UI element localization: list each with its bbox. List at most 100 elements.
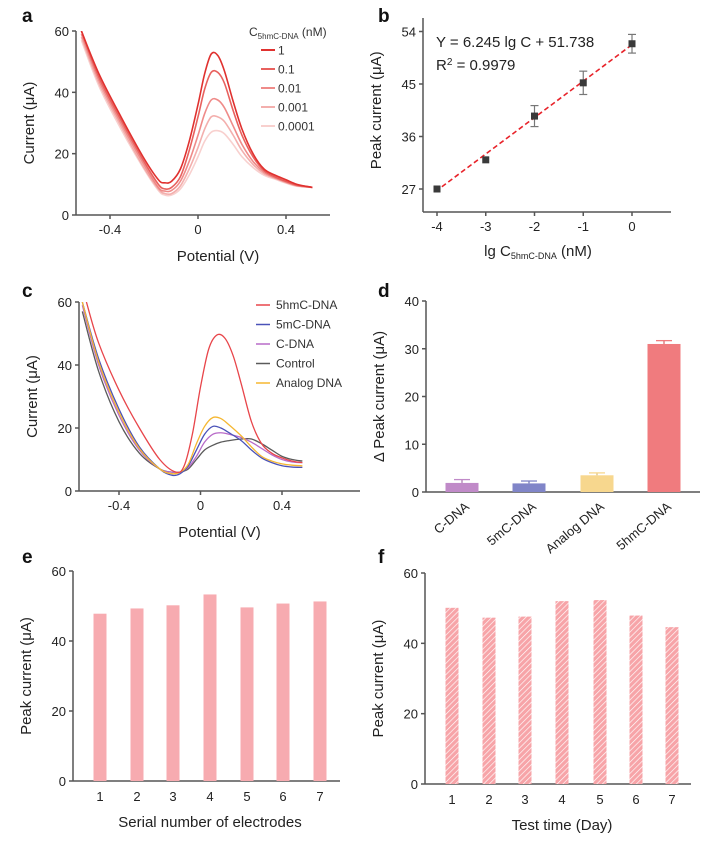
bar-6 — [276, 603, 290, 781]
y-tick-label: 0 — [62, 208, 69, 223]
x-tick-label: 5hmC-DNA — [613, 499, 674, 553]
legend-label: C-DNA — [276, 337, 314, 351]
x-axis-title: Potential (V) — [177, 248, 260, 265]
y-axis-title: Peak current (μA) — [18, 617, 35, 735]
r-squared: R2 = 0.9979 — [436, 57, 515, 74]
bar-2 — [482, 617, 496, 784]
panel-b: b 27 36 45 54 Peak current (μA) -4 -3 -2 -1 0 lg C5… — [368, 6, 671, 261]
x-tick-label: 4 — [558, 792, 565, 807]
series-line-0-1 — [80, 31, 313, 191]
r-squared-value: = 0.9979 — [452, 57, 515, 74]
y-tick-label: 40 — [404, 636, 418, 651]
y-tick-label: 20 — [58, 421, 72, 436]
x-tick-label: C-DNA — [431, 499, 472, 537]
bar-1 — [93, 613, 107, 781]
x-tick-label: 7 — [668, 792, 675, 807]
x-tick-label: 0.4 — [273, 498, 291, 513]
y-tick-label: 20 — [405, 390, 419, 405]
bar-c-dna — [445, 482, 479, 492]
legend: 5hmC-DNA 5mC-DNA C-DNA Control Analog DNA — [256, 298, 342, 390]
data-point — [531, 112, 538, 120]
legend-label: 5mC-DNA — [276, 318, 331, 332]
x-axis-title-sub: 5hmC-DNA — [511, 251, 557, 261]
legend-title-sub: 5hmC-DNA — [258, 32, 300, 41]
series-line-0-001 — [80, 36, 313, 196]
r-squared-sup: 2 — [447, 57, 453, 68]
y-axis-title: Peak current (μA) — [368, 51, 385, 169]
bar-3 — [166, 605, 180, 781]
x-tick-label: 5mC-DNA — [484, 499, 539, 549]
series-line-c-dna — [81, 304, 303, 474]
y-tick-label: 60 — [55, 24, 69, 39]
legend-label: 0.001 — [278, 101, 308, 115]
panel-d: d 0 10 20 30 40 Δ Peak current (μA) C-DNA 5mC-DN… — [371, 281, 700, 556]
series-line-1 — [80, 31, 313, 189]
bar-2 — [130, 608, 144, 781]
panel-label: d — [378, 281, 390, 302]
bar-5 — [593, 600, 607, 784]
y-axis-title: Current (μA) — [24, 355, 41, 438]
x-tick-label: 5 — [596, 792, 603, 807]
y-tick-label: 20 — [52, 704, 66, 719]
y-tick-label: 36 — [402, 130, 416, 145]
x-tick-label: -0.4 — [99, 222, 121, 237]
series-line-control — [81, 311, 303, 474]
x-tick-label: 1 — [448, 792, 455, 807]
x-tick-label: -3 — [480, 219, 492, 234]
panel-e: e 0 20 40 60 Peak current (μA) 1 2 3 4 5 6 7 Serial n… — [18, 547, 340, 831]
x-tick-label: 6 — [632, 792, 639, 807]
y-tick-label: 10 — [405, 437, 419, 452]
x-tick-label: 1 — [96, 789, 103, 804]
x-tick-label: -4 — [431, 219, 443, 234]
panel-label: c — [22, 281, 33, 302]
x-axis-title: lg C5hmC-DNA (nM) — [484, 243, 592, 261]
legend-label: Analog DNA — [276, 376, 342, 390]
y-tick-label: 20 — [55, 147, 69, 162]
legend-title-main: C — [249, 25, 258, 39]
data-point — [433, 185, 441, 193]
series-line-analog-dna — [81, 302, 303, 475]
x-axis-title-main: lg C — [484, 243, 511, 260]
x-tick-label: 3 — [169, 789, 176, 804]
bar-5hmc-dna — [647, 343, 681, 492]
panel-label: e — [22, 547, 33, 568]
y-axis-title: Peak current (μA) — [370, 620, 387, 738]
bar-7 — [313, 601, 327, 781]
x-tick-label: 5 — [243, 789, 250, 804]
panel-a: a 0 20 40 60 Current (μA) -0.4 0 0.4 Potential (V… — [21, 6, 330, 265]
x-tick-label: 0 — [194, 222, 201, 237]
x-tick-label: 6 — [279, 789, 286, 804]
legend-label: 0.01 — [278, 82, 302, 96]
y-tick-label: 40 — [405, 294, 419, 309]
y-tick-label: 20 — [404, 707, 418, 722]
y-tick-label: 40 — [55, 85, 69, 100]
y-axis-title: Δ Peak current (μA) — [371, 331, 388, 462]
bar-5 — [240, 607, 254, 781]
y-tick-label: 0 — [65, 484, 72, 499]
bar-4 — [203, 594, 217, 781]
legend-title: C5hmC-DNA (nM) — [249, 25, 327, 41]
panel-label: b — [378, 6, 390, 27]
x-tick-label: 0 — [628, 219, 635, 234]
series-line-5mc-dna — [81, 302, 303, 477]
y-tick-label: 30 — [405, 342, 419, 357]
data-point — [579, 79, 587, 87]
bar-6 — [629, 615, 643, 784]
bar-3 — [518, 616, 532, 784]
data-point — [482, 156, 490, 164]
legend-label: 0.1 — [278, 63, 295, 77]
legend: C5hmC-DNA (nM) 1 0.1 0.01 0.001 0.0001 — [249, 25, 327, 134]
x-tick-label: 2 — [133, 789, 140, 804]
series-line-5hmc-dna — [85, 302, 303, 474]
x-tick-label: -1 — [577, 219, 589, 234]
series-line-0-01 — [80, 33, 313, 193]
x-tick-label: -0.4 — [108, 498, 130, 513]
y-tick-label: 27 — [402, 182, 416, 197]
y-tick-label: 0 — [411, 777, 418, 792]
y-tick-label: 60 — [52, 564, 66, 579]
bar-1 — [445, 607, 459, 784]
bar-4 — [555, 601, 569, 784]
y-tick-label: 54 — [402, 25, 416, 40]
y-tick-label: 60 — [404, 566, 418, 581]
